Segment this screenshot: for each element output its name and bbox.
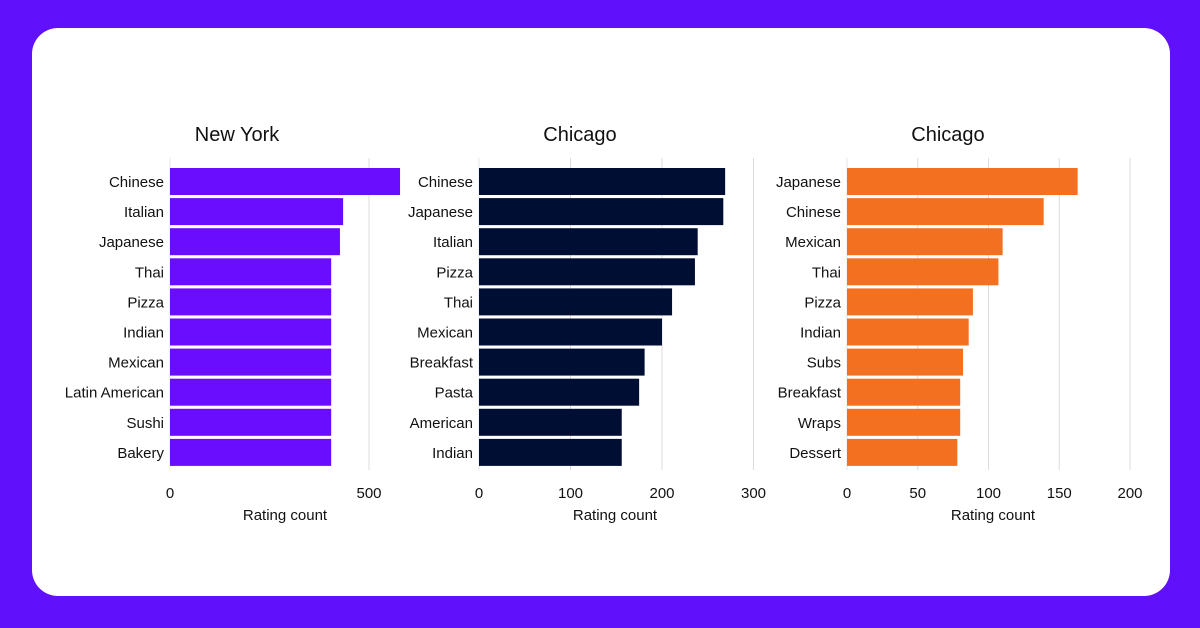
category-label: Japanese [776,174,841,191]
x-tick-label: 300 [741,485,766,502]
category-label: Bakery [117,445,164,462]
bar-wraps [847,408,961,436]
x-axis-label: Rating count [243,507,328,524]
x-tick-label: 100 [558,485,583,502]
bar-breakfast [479,348,645,376]
category-label: Pasta [435,385,474,402]
bar-latin-american [170,378,332,406]
bar-chinese [479,168,726,195]
category-label: Pizza [127,294,164,311]
bar-dessert [847,438,958,466]
category-label: Indian [123,325,164,342]
category-label: Breakfast [410,355,474,372]
category-label: Indian [800,325,841,342]
category-label: Wraps [798,415,841,432]
bar-subs [847,348,964,376]
bar-thai [170,258,332,286]
bar-chinese [847,198,1044,226]
x-tick-label: 200 [649,485,674,502]
bar-mexican [479,318,662,346]
x-tick-label: 0 [166,485,174,502]
x-axis-label: Rating count [573,507,658,524]
bar-indian [479,438,622,466]
category-label: Mexican [108,355,164,372]
x-axis-label: Rating count [951,507,1036,524]
category-label: Chinese [786,204,841,221]
bar-pasta [479,378,640,406]
category-label: American [410,415,473,432]
bar-thai [847,258,999,286]
category-label: Japanese [408,204,473,221]
bar-thai [479,288,673,316]
category-label: Pizza [804,294,841,311]
category-label: Mexican [785,234,841,251]
category-label: Subs [807,355,841,372]
bar-pizza [479,258,695,286]
chart-title: New York [195,124,280,146]
bar-bakery [170,438,332,466]
x-tick-label: 0 [475,485,483,502]
chart-title: Chicago [543,124,616,146]
category-label: Latin American [65,385,164,402]
category-label: Thai [135,264,164,281]
bar-mexican [170,348,332,376]
bar-italian [479,228,698,256]
category-label: Chinese [109,174,164,191]
x-tick-label: 200 [1117,485,1142,502]
x-tick-label: 100 [976,485,1001,502]
bar-japanese [170,228,340,256]
bar-pizza [847,288,973,316]
bar-chinese [170,168,401,195]
x-tick-label: 500 [356,485,381,502]
bar-indian [847,318,969,346]
bar-sushi [170,408,332,436]
x-tick-label: 0 [843,485,851,502]
bar-japanese [847,168,1078,195]
category-label: Indian [432,445,473,462]
category-label: Mexican [417,325,473,342]
category-label: Italian [433,234,473,251]
x-tick-label: 50 [909,485,926,502]
category-label: Japanese [99,234,164,251]
category-label: Chinese [418,174,473,191]
bar-american [479,408,622,436]
chart-title: Chicago [911,124,984,146]
x-tick-label: 150 [1047,485,1072,502]
bar-mexican [847,228,1003,256]
category-label: Breakfast [778,385,842,402]
category-label: Thai [444,294,473,311]
bar-breakfast [847,378,961,406]
bar-pizza [170,288,332,316]
category-label: Sushi [126,415,164,432]
category-label: Pizza [436,264,473,281]
bar-indian [170,318,332,346]
category-label: Italian [124,204,164,221]
bar-japanese [479,198,724,226]
category-label: Thai [812,264,841,281]
bar-italian [170,198,344,226]
category-label: Dessert [789,445,842,462]
